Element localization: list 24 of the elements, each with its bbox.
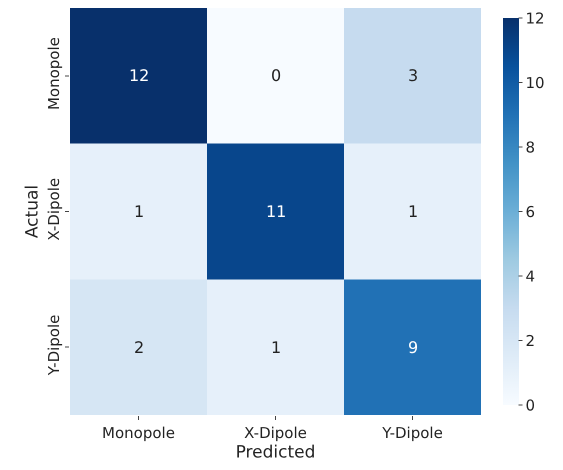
- x-tick-label: Monopole: [102, 424, 175, 442]
- data-label: 12: [129, 66, 150, 85]
- data-label: 9: [408, 338, 418, 357]
- y-axis-title: Actual: [22, 184, 43, 238]
- x-tick-label: X-Dipole: [244, 424, 307, 442]
- data-label: 11: [266, 202, 286, 221]
- color-bar-label: 2: [526, 332, 536, 350]
- data-label: 1: [408, 202, 418, 221]
- color-bar-label: 8: [526, 138, 536, 156]
- color-bar-label: 12: [526, 9, 545, 28]
- y-tick-label: X-Dipole: [45, 178, 63, 241]
- data-label: 3: [408, 66, 418, 85]
- y-tick-label: Monopole: [45, 37, 63, 110]
- x-axis-title: Predicted: [236, 442, 316, 462]
- color-bar-label: 0: [526, 396, 536, 414]
- color-bar-label: 10: [526, 74, 545, 92]
- data-label: 0: [271, 66, 282, 85]
- color-bar-label: 4: [526, 267, 536, 286]
- data-label: 1: [271, 338, 282, 357]
- y-tick-label: Y-Dipole: [45, 314, 63, 376]
- data-label: 2: [134, 338, 144, 357]
- data-label: 1: [134, 202, 144, 221]
- color-bar-label: 6: [526, 202, 536, 221]
- x-tick-label: Y-Dipole: [381, 424, 443, 442]
